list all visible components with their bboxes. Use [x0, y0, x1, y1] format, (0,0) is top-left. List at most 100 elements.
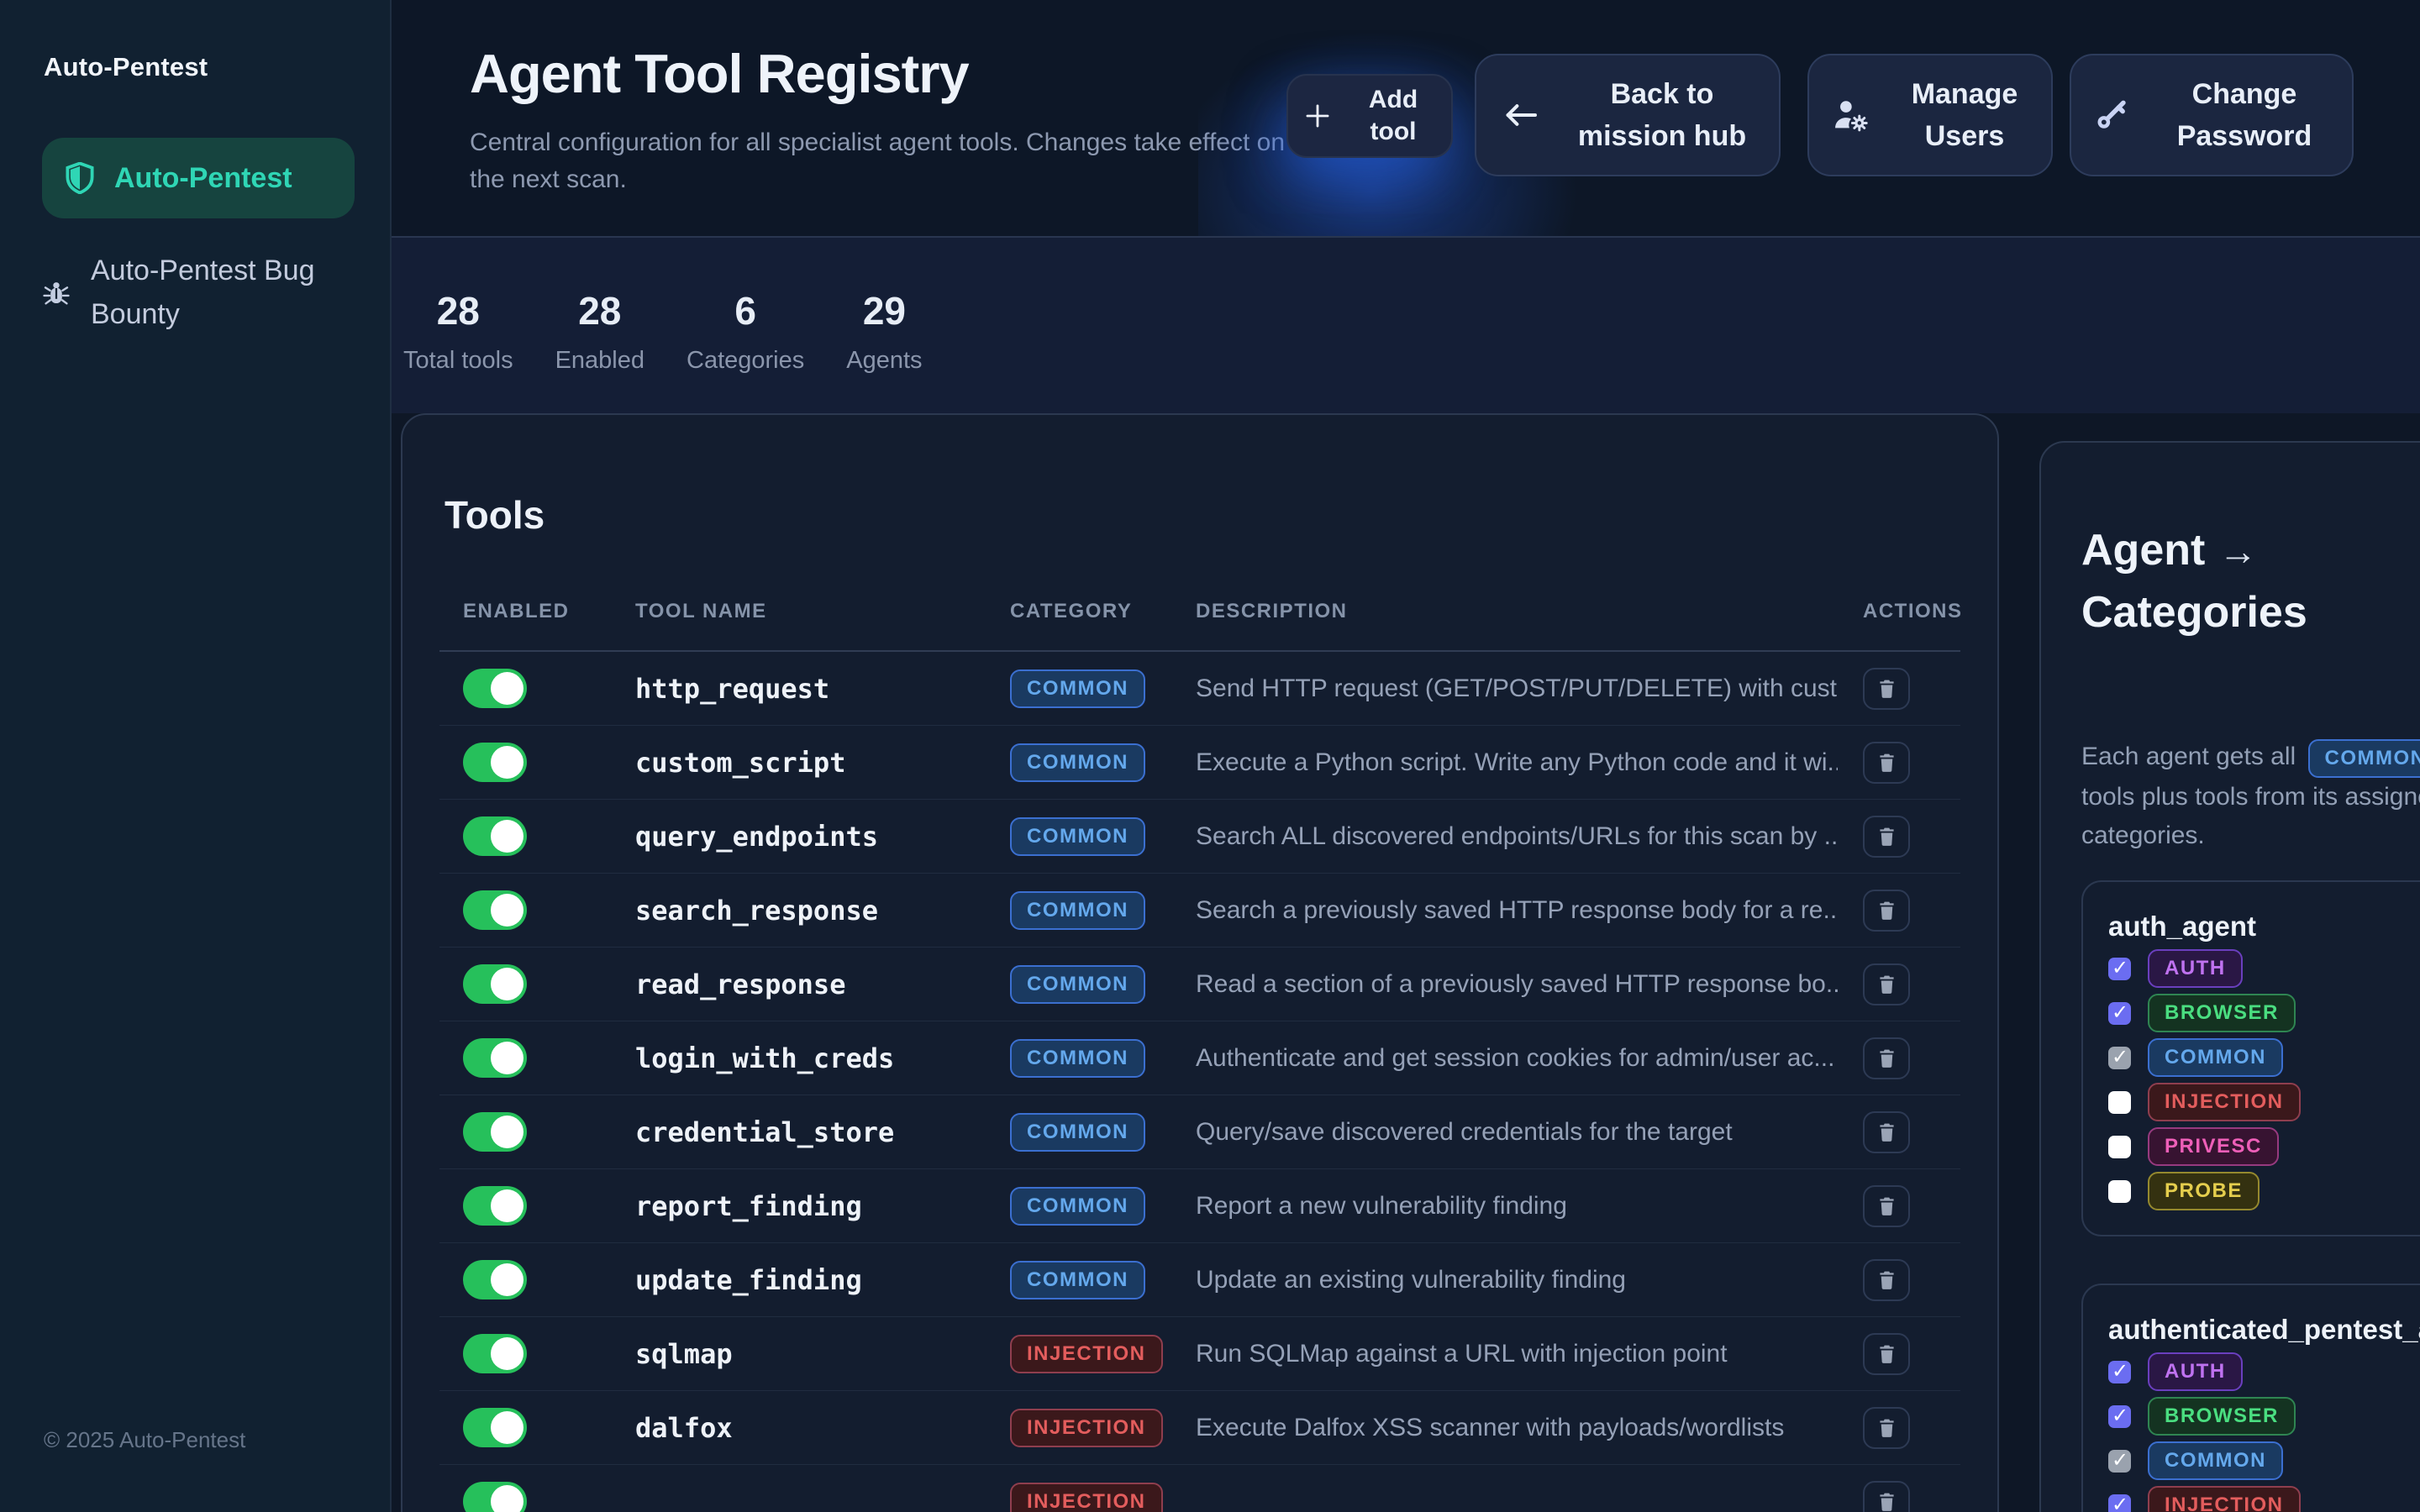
category-badge[interactable]: INJECTION — [2148, 1083, 2301, 1121]
stat-total-tools: 28 Total tools — [403, 289, 513, 374]
category-assignment-row: AUTH — [2108, 1352, 2420, 1391]
content-area: Tools ENABLED TOOL NAME CATEGORY DESCRIP… — [392, 413, 2420, 1512]
plus-icon — [1288, 102, 1347, 130]
delete-tool-button[interactable] — [1863, 963, 1910, 1005]
delete-tool-button[interactable] — [1863, 1037, 1910, 1079]
enabled-toggle[interactable] — [463, 1186, 527, 1226]
category-assignment-row: PROBE — [2108, 1172, 2420, 1210]
manage-users-button[interactable]: Manage Users — [1807, 54, 2053, 176]
category-checkbox[interactable] — [2108, 1493, 2131, 1512]
category-badge: COMMON — [1010, 1112, 1145, 1152]
shield-icon — [64, 162, 96, 194]
toggle-knob — [491, 1263, 523, 1296]
delete-tool-button[interactable] — [1863, 1332, 1910, 1375]
category-assignment-row: INJECTION — [2108, 1486, 2420, 1512]
toggle-knob — [491, 1485, 523, 1512]
enabled-toggle[interactable] — [463, 1334, 527, 1373]
page-subtitle: Central configuration for all specialist… — [470, 129, 1286, 193]
category-badge: COMMON — [1010, 1038, 1145, 1078]
change-password-button[interactable]: Change Password — [2070, 54, 2354, 176]
button-label: Add tool — [1368, 86, 1418, 145]
delete-tool-button[interactable] — [1863, 815, 1910, 858]
delete-tool-button[interactable] — [1863, 741, 1910, 784]
category-checkbox[interactable] — [2108, 1090, 2131, 1114]
back-to-mission-hub-button[interactable]: Back to mission hub — [1475, 54, 1781, 176]
delete-tool-button[interactable] — [1863, 1406, 1910, 1449]
delete-tool-button[interactable] — [1863, 889, 1910, 932]
column-header-enabled: ENABLED — [463, 600, 570, 622]
enabled-toggle[interactable] — [463, 1112, 527, 1152]
category-checkbox[interactable] — [2108, 1000, 2131, 1025]
table-row: credential_store COMMON Query/save discove… — [439, 1095, 1960, 1169]
toggle-knob — [491, 968, 523, 1000]
delete-tool-button[interactable] — [1863, 1480, 1910, 1512]
category-checkbox[interactable] — [2108, 1359, 2131, 1383]
delete-tool-button[interactable] — [1863, 1110, 1910, 1153]
delete-tool-button[interactable] — [1863, 1258, 1910, 1301]
agent-name: auth_agent — [2108, 911, 2257, 942]
enabled-toggle[interactable] — [463, 1408, 527, 1447]
tool-name: search_response — [635, 894, 878, 927]
category-badge: INJECTION — [1010, 1408, 1163, 1447]
delete-tool-button[interactable] — [1863, 1184, 1910, 1227]
sidebar: Auto-Pentest Auto-Pentest — [0, 0, 392, 1512]
tool-name: update_finding — [635, 1263, 862, 1296]
enabled-toggle[interactable] — [463, 1482, 527, 1512]
key-icon — [2071, 97, 2152, 134]
category-badge[interactable]: BROWSER — [2148, 994, 2296, 1032]
category-badge[interactable]: BROWSER — [2148, 1397, 2296, 1436]
delete-tool-button[interactable] — [1863, 667, 1910, 710]
enabled-toggle[interactable] — [463, 890, 527, 930]
brand-title: Auto-Pentest — [44, 52, 208, 81]
enabled-toggle[interactable] — [463, 816, 527, 856]
category-checkbox[interactable] — [2108, 1448, 2131, 1473]
enabled-toggle[interactable] — [463, 669, 527, 708]
agent-name: authenticated_pentest_agent — [2108, 1314, 2420, 1345]
column-header-tool-name: TOOL NAME — [635, 600, 767, 622]
tool-name: credential_store — [635, 1116, 895, 1148]
agent-categories-card: Agent → Categories Each agent gets all CO… — [2039, 441, 2420, 1512]
enabled-toggle[interactable] — [463, 743, 527, 782]
tool-name: login_with_creds — [635, 1042, 895, 1074]
category-badge: COMMON — [1010, 1260, 1145, 1299]
column-header-description: DESCRIPTION — [1196, 600, 1348, 622]
category-checkbox[interactable] — [2108, 1045, 2131, 1069]
enabled-toggle[interactable] — [463, 1038, 527, 1078]
category-checkbox[interactable] — [2108, 956, 2131, 980]
category-checkbox[interactable] — [2108, 1135, 2131, 1158]
category-assignment-row: PRIVESC — [2108, 1127, 2420, 1166]
toggle-knob — [491, 1042, 523, 1074]
category-badge: COMMON — [1010, 890, 1145, 930]
category-badge[interactable]: COMMON — [2148, 1441, 2283, 1480]
category-badge: COMMON — [1010, 743, 1145, 782]
sidebar-item-auto-pentest[interactable]: Auto-Pentest — [42, 138, 355, 218]
table-row: report_finding COMMON Report a new vulnera… — [439, 1169, 1960, 1243]
category-badge[interactable]: PROBE — [2148, 1172, 2260, 1210]
category-badge[interactable]: INJECTION — [2148, 1486, 2301, 1512]
category-badge: INJECTION — [1010, 1482, 1163, 1512]
enabled-toggle[interactable] — [463, 1260, 527, 1299]
stat-agents: 29 Agents — [846, 289, 923, 374]
tool-name: read_response — [635, 968, 846, 1000]
user-gear-icon — [1809, 97, 1893, 133]
category-assignment-row: COMMON — [2108, 1038, 2420, 1077]
category-badge: INJECTION — [1010, 1334, 1163, 1373]
category-badge[interactable]: AUTH — [2148, 949, 2243, 988]
enabled-toggle[interactable] — [463, 964, 527, 1004]
category-badge[interactable]: PRIVESC — [2148, 1127, 2279, 1166]
agent-boxes: auth_agent AUTH BROWSER COMMON INJECTION PRIV… — [2081, 880, 2420, 1512]
add-tool-button[interactable]: Add tool — [1286, 74, 1453, 158]
tool-description: Search a previously saved HTTP response … — [1196, 895, 1838, 924]
category-checkbox[interactable] — [2108, 1179, 2131, 1203]
sidebar-item-label: Auto-Pentest Bug Bounty — [91, 255, 315, 330]
toggle-knob — [491, 820, 523, 853]
category-assignment-row: INJECTION — [2108, 1083, 2420, 1121]
agent-box: auth_agent AUTH BROWSER COMMON INJECTION PRIV… — [2081, 880, 2420, 1236]
sidebar-item-label: Auto-Pentest — [114, 162, 292, 194]
category-checkbox[interactable] — [2108, 1404, 2131, 1428]
category-badge[interactable]: AUTH — [2148, 1352, 2243, 1391]
table-row: read_response COMMON Read a section of a p… — [439, 948, 1960, 1021]
sidebar-item-bug-bounty[interactable]: Auto-Pentest Bug Bounty — [40, 249, 371, 336]
column-header-category: CATEGORY — [1010, 600, 1133, 622]
category-badge[interactable]: COMMON — [2148, 1038, 2283, 1077]
